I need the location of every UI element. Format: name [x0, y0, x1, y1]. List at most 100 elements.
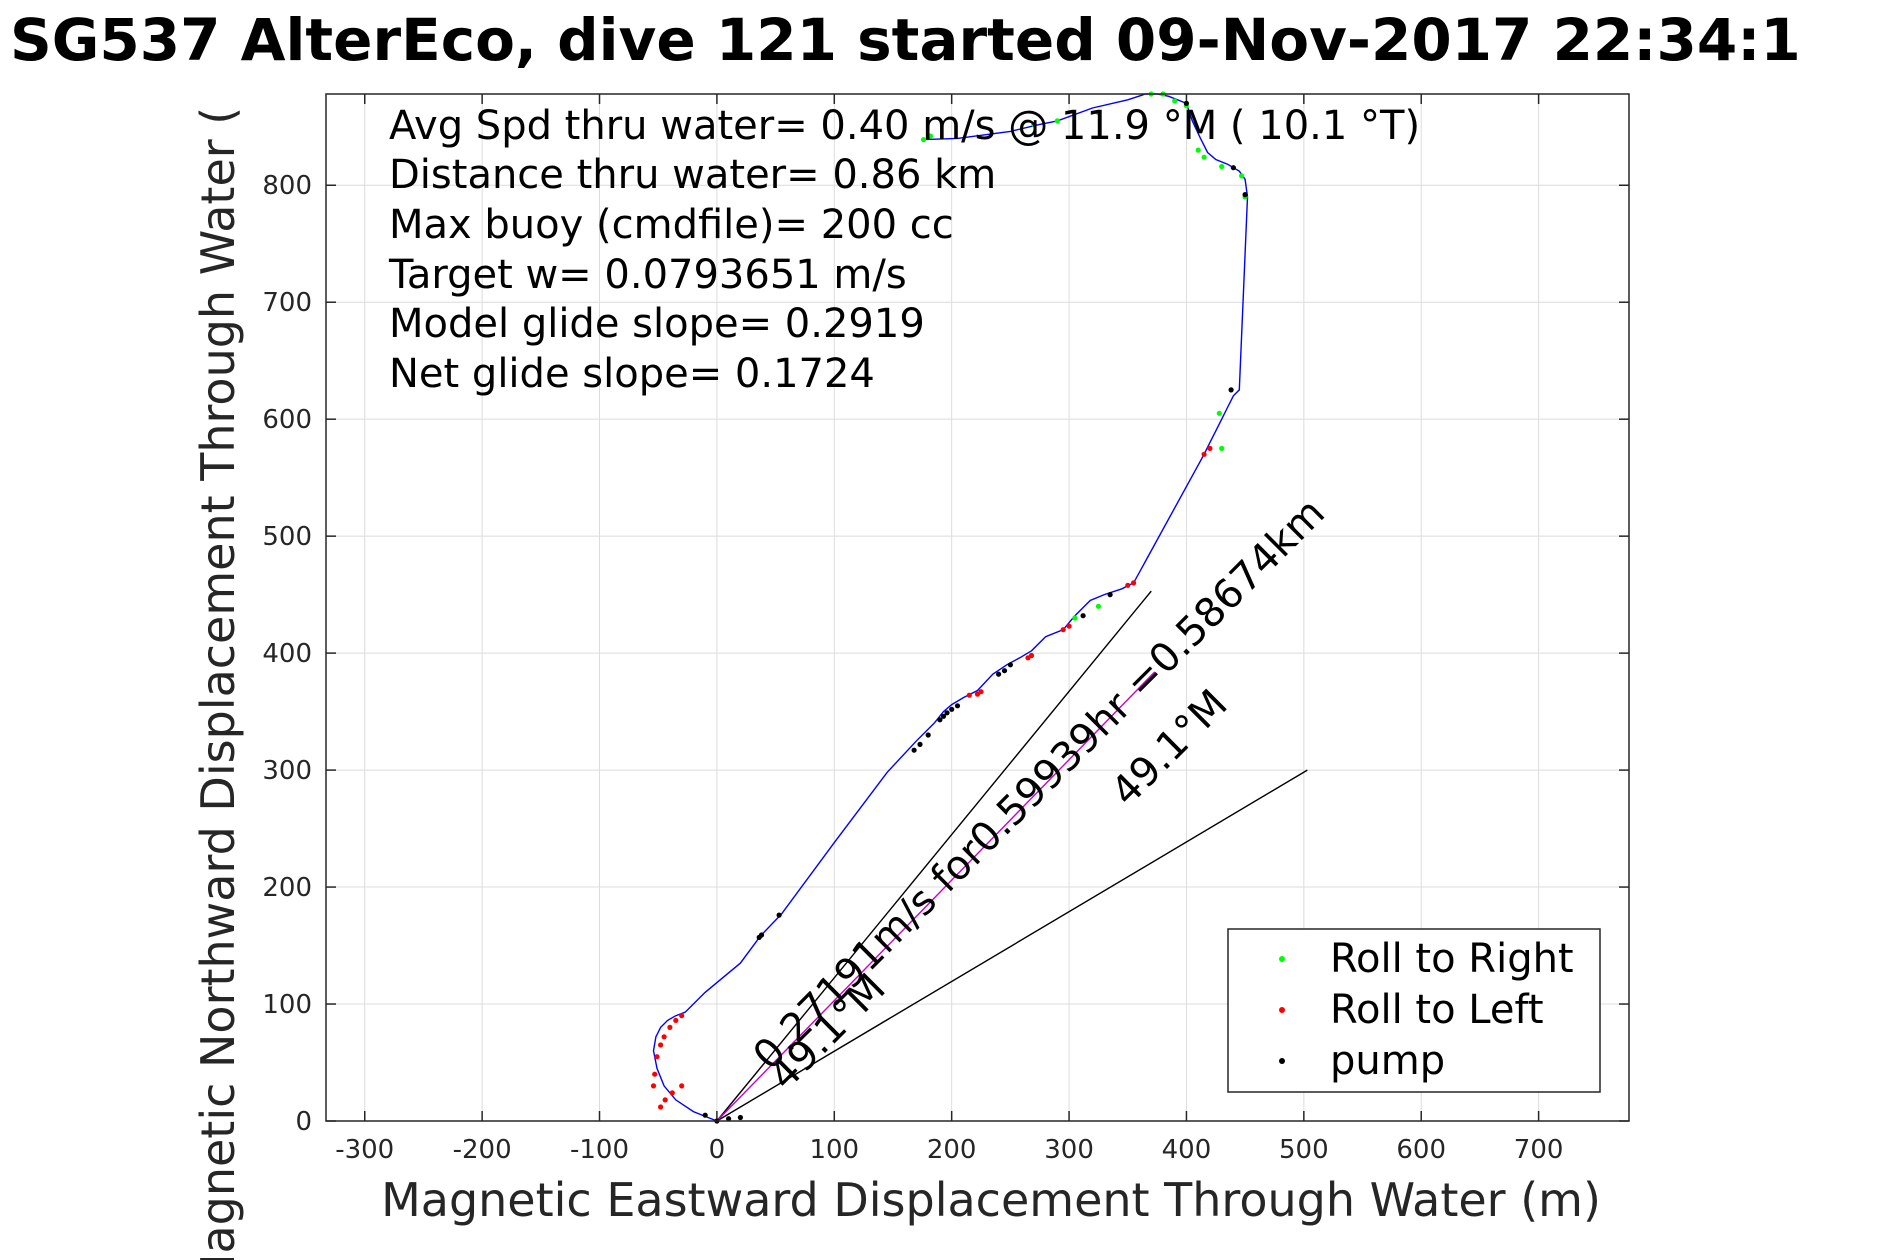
y-tick-label: 0	[295, 1107, 312, 1137]
x-tick-label: 700	[1514, 1135, 1564, 1165]
info-line-distance: Distance thru water= 0.86 km	[389, 152, 996, 198]
pump-marker	[917, 741, 923, 748]
y-tick-label: 800	[262, 171, 312, 201]
roll-right-marker	[1216, 410, 1222, 416]
pump-marker	[944, 710, 950, 716]
roll-left-marker	[679, 1013, 685, 1019]
info-line-model-glide: Model glide slope= 0.2919	[389, 301, 925, 347]
pump-marker	[1242, 192, 1248, 198]
roll-left-marker	[667, 1024, 673, 1030]
roll-left-marker	[669, 1090, 675, 1096]
pump-marker	[996, 671, 1002, 677]
roll-left-marker	[650, 1083, 657, 1089]
pump-marker	[1080, 613, 1086, 619]
roll-left-marker	[1131, 580, 1137, 586]
x-tick-label: 100	[809, 1135, 859, 1165]
legend-marker-roll-left	[1279, 1007, 1285, 1013]
info-line-net-glide: Net glide slope= 0.1724	[389, 351, 875, 397]
roll-right-marker	[1239, 173, 1245, 179]
roll-left-marker	[658, 1104, 664, 1110]
roll-right-marker	[1219, 445, 1225, 451]
x-tick-label: 300	[1044, 1135, 1094, 1165]
roll-left-marker	[1125, 582, 1131, 588]
axis-ticks: -300 -200 -100 0 100 200 300 400 500 600 700 0 100 20…	[262, 94, 1629, 1165]
roll-left-marker	[1066, 623, 1072, 629]
pump-marker	[758, 932, 765, 938]
legend-label-roll-left: Roll to Left	[1330, 987, 1544, 1033]
roll-right-marker	[1172, 98, 1178, 104]
roll-right-marker	[1054, 118, 1060, 124]
roll-left-marker	[652, 1071, 658, 1077]
x-tick-label: 200	[927, 1135, 977, 1165]
legend: Roll to Right Roll to Left pump	[1227, 928, 1601, 1093]
pump-marker	[1228, 387, 1234, 393]
x-tick-label: -200	[453, 1135, 512, 1165]
roll-right-marker	[1201, 154, 1207, 160]
roll-right-marker	[1219, 163, 1225, 170]
pump-marker	[1007, 662, 1014, 668]
roll-right-marker	[1072, 615, 1078, 621]
roll-left-marker	[654, 1054, 660, 1060]
pump-marker	[1230, 165, 1236, 171]
legend-label-pump: pump	[1330, 1038, 1445, 1084]
pump-marker	[1183, 100, 1189, 106]
info-line-avg-speed: Avg Spd thru water= 0.40 m/s @ 11.9 °M (…	[389, 103, 1420, 149]
roll-left-marker	[679, 1083, 685, 1089]
heading-bracket-line	[716, 769, 1308, 1122]
series-markers	[650, 91, 1248, 1124]
x-tick-label: -100	[570, 1135, 629, 1165]
plot-axes-box	[325, 93, 1630, 1122]
roll-right-marker	[1095, 603, 1101, 609]
y-axis-label: Magnetic Northward Displacement Through …	[191, 107, 245, 1260]
track-line	[652, 93, 1249, 1122]
heading-bracket-line	[716, 590, 1152, 1122]
chart-title: SG537 AlterEco, dive 121 started 09-Nov-…	[10, 6, 1801, 74]
y-tick-label: 500	[262, 522, 312, 552]
legend-label-roll-right: Roll to Right	[1330, 936, 1574, 982]
pump-marker	[1001, 668, 1008, 674]
roll-left-marker	[966, 692, 972, 698]
x-tick-label: 0	[709, 1135, 726, 1165]
legend-marker-pump	[1279, 1058, 1285, 1064]
annotation-lines	[716, 590, 1308, 1122]
pump-marker	[937, 717, 943, 723]
roll-right-marker	[1095, 110, 1101, 116]
x-tick-label: -300	[335, 1135, 394, 1165]
glider-track	[652, 93, 1249, 1122]
info-box: Avg Spd thru water= 0.40 m/s @ 11.9 °M (…	[388, 103, 1420, 397]
y-tick-label: 700	[262, 288, 312, 318]
pump-marker	[954, 703, 961, 709]
roll-right-marker	[1031, 121, 1037, 127]
roll-right-marker	[1195, 147, 1201, 153]
pump-marker	[737, 1114, 744, 1121]
pump-marker	[925, 732, 931, 738]
roll-left-marker	[1201, 451, 1207, 457]
y-tick-label: 400	[262, 639, 312, 669]
legend-box	[1227, 928, 1601, 1093]
y-tick-label: 300	[262, 756, 312, 786]
roll-left-marker	[658, 1042, 664, 1048]
x-tick-label: 500	[1279, 1135, 1329, 1165]
roll-left-marker	[1060, 627, 1066, 633]
roll-right-marker	[920, 137, 927, 143]
info-line-target-w: Target w= 0.0793651 m/s	[388, 252, 907, 298]
roll-right-marker	[927, 133, 934, 139]
roll-left-marker	[673, 1017, 679, 1024]
x-tick-label: 600	[1396, 1135, 1446, 1165]
pump-marker	[702, 1112, 708, 1118]
pump-marker	[776, 912, 782, 918]
pump-marker	[949, 706, 955, 712]
info-line-max-buoy: Max buoy (cmdfile)= 200 cc	[389, 202, 954, 248]
roll-left-marker	[662, 1097, 668, 1103]
y-tick-label: 600	[262, 405, 312, 435]
pump-marker	[726, 1116, 732, 1122]
roll-left-marker	[661, 1034, 667, 1040]
x-axis-label: Magnetic Eastward Displacement Through W…	[381, 1173, 1601, 1227]
pump-marker	[940, 713, 947, 719]
legend-marker-roll-right	[1279, 956, 1285, 962]
roll-left-marker	[1028, 652, 1035, 659]
pump-marker	[1107, 592, 1113, 598]
x-tick-label: 400	[1162, 1135, 1212, 1165]
